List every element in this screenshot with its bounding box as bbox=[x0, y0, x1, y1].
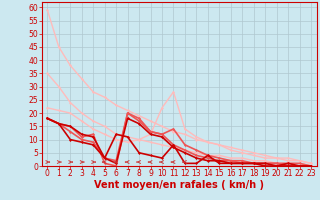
X-axis label: Vent moyen/en rafales ( km/h ): Vent moyen/en rafales ( km/h ) bbox=[94, 180, 264, 190]
